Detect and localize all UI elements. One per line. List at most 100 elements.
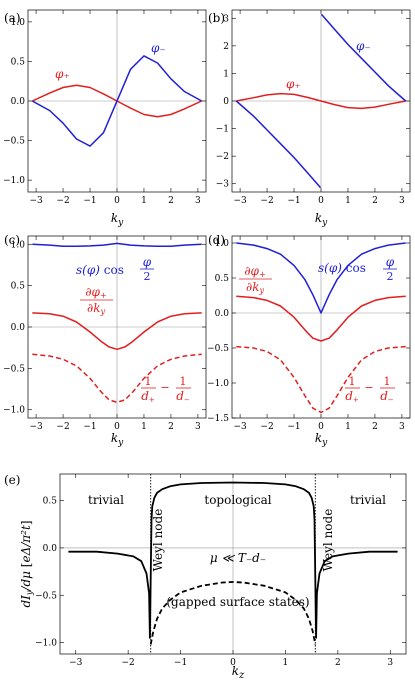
panel-b-xlabel: ky [315,211,328,228]
x-tick-label: −2 [260,196,273,206]
svg-text:∂φ+: ∂φ+ [244,264,265,279]
series-line [236,242,406,314]
y-tick-label: 0.5 [11,282,26,292]
series-line [236,295,406,342]
x-tick-label: 2 [372,196,378,206]
y-tick-label: 1.0 [11,18,26,28]
svg-text:s(φ) cos: s(φ) cos [318,261,366,275]
series-line [235,100,322,189]
x-tick-label: −3 [233,422,247,432]
phi-minus-label-b: φ₋ [356,39,371,53]
y-tick-label: 0.5 [43,497,58,507]
y-tick-label: 0.5 [11,57,26,67]
panel-e-label: (e) [4,473,20,487]
x-tick-label: 3 [399,196,405,206]
panel-d-label: (d) [208,233,225,247]
panel-c-label: (c) [4,233,20,247]
x-tick-label: 3 [387,658,393,668]
y-tick-label: 0.5 [215,274,230,284]
trivial-right-label: trivial [350,493,386,507]
svg-text:1: 1 [145,375,152,388]
svg-text:1: 1 [180,375,187,388]
x-tick-label: 3 [399,422,405,432]
series-line [236,92,406,110]
weyl-node-right-label: Weyl node [321,509,335,572]
x-tick-label: 0 [114,196,120,206]
svg-text:1: 1 [349,375,356,388]
panel-a-label: (a) [4,11,21,25]
topological-label: topological [204,493,271,507]
x-tick-label: −3 [29,196,43,206]
x-tick-label: −2 [122,658,135,668]
series-line [320,13,407,102]
phi-plus-label-a: φ₊ [55,67,70,81]
y-tick-label: −0.5 [3,137,25,147]
x-tick-label: 0 [230,658,236,668]
panel-e: (e) −3 −2 −1 0 1 2 3 0.5 0.0 −0.5 −1.0 kz dIy/dμ [… [4,473,407,681]
y-tick-label: −1.0 [3,176,25,186]
x-tick-label: 0 [318,422,324,432]
x-tick-label: −3 [233,196,247,206]
series-line [149,581,317,645]
x-tick-label: 2 [168,196,174,206]
svg-text:∂φ+: ∂φ+ [85,285,106,300]
x-tick-label: 3 [195,422,201,432]
y-tick-label: 1.0 [215,239,230,249]
panel-c: (c) −3 −2 −1 0 1 2 31.00.50.0−0.5−1.0 ky s(φ) … [3,233,207,448]
x-tick-label: −3 [29,422,43,432]
x-tick-label: −1 [174,658,187,668]
panel-d-xlabel: ky [315,431,328,448]
mu-condition-label: μ ≪ T₋d₋ [210,551,266,565]
panel-c-red-annotation: ∂φ+ ∂ky [80,285,113,316]
x-tick-label: −1 [83,196,96,206]
phi-minus-label-a: φ₋ [151,41,166,55]
y-tick-label: 2 [223,42,229,52]
x-tick-label: 0 [114,422,120,432]
svg-text:−: − [160,381,169,394]
x-tick-label: 2 [335,658,341,668]
panel-e-xlabel: kz [232,664,245,681]
series-line [68,481,398,639]
weyl-node-left-label: Weyl node [151,509,165,572]
y-tick-label: −1.0 [3,406,25,416]
phi-plus-label-b: φ₊ [286,77,301,91]
panel-c-xlabel: ky [111,431,124,448]
y-tick-label: −1.5 [207,414,229,424]
series-line [32,242,202,248]
y-tick-label: 1.0 [11,240,26,250]
panel-d-blue-annotation: s(φ) cos φ 2 [318,255,397,283]
x-tick-label: −3 [69,658,83,668]
x-tick-label: 2 [168,422,174,432]
panel-d-dashed-annotation: 1 d+ − 1 d− [345,375,395,404]
y-tick-label: 1 [223,69,229,79]
x-tick-label: 2 [372,422,378,432]
x-tick-label: 1 [283,658,289,668]
panel-d-red-annotation: ∂φ+ ∂ky [239,264,272,295]
svg-text:φ: φ [386,255,395,269]
svg-text:d+: d+ [345,389,359,404]
series-line [32,353,202,404]
y-tick-label: 0.0 [43,544,58,554]
svg-text:φ: φ [143,255,152,269]
panel-c-dashed-annotation: 1 d+ − 1 d− [141,375,191,404]
svg-text:−: − [364,381,373,394]
x-tick-label: −1 [287,196,300,206]
svg-text:2: 2 [144,270,151,283]
y-tick-label: −1.0 [207,379,229,389]
series-line [32,312,202,351]
y-tick-label: −0.5 [35,591,57,601]
svg-text:1: 1 [384,375,391,388]
svg-text:s(φ) cos: s(φ) cos [76,263,124,277]
trivial-left-label: trivial [88,493,124,507]
panel-e-ylabel: dIy/dμ [eΔ/π²t] [19,520,34,607]
panel-a: (a) −3 −2 −1 0 1 2 3 1.0 0.5 0.0 −0.5 −1.0 ky φ₊ φ₋ [3,9,207,228]
x-tick-label: −2 [260,422,273,432]
x-tick-label: 1 [141,196,147,206]
series-line [236,345,406,414]
y-tick-label: −1 [216,125,229,135]
svg-text:2: 2 [387,270,394,283]
panel-d: (d) −3 −2 −1 0 1 2 31.00.50.0−0.5−1.0−1.5 ky ∂… [207,233,411,448]
x-tick-label: −1 [287,422,300,432]
x-tick-label: 1 [141,422,147,432]
